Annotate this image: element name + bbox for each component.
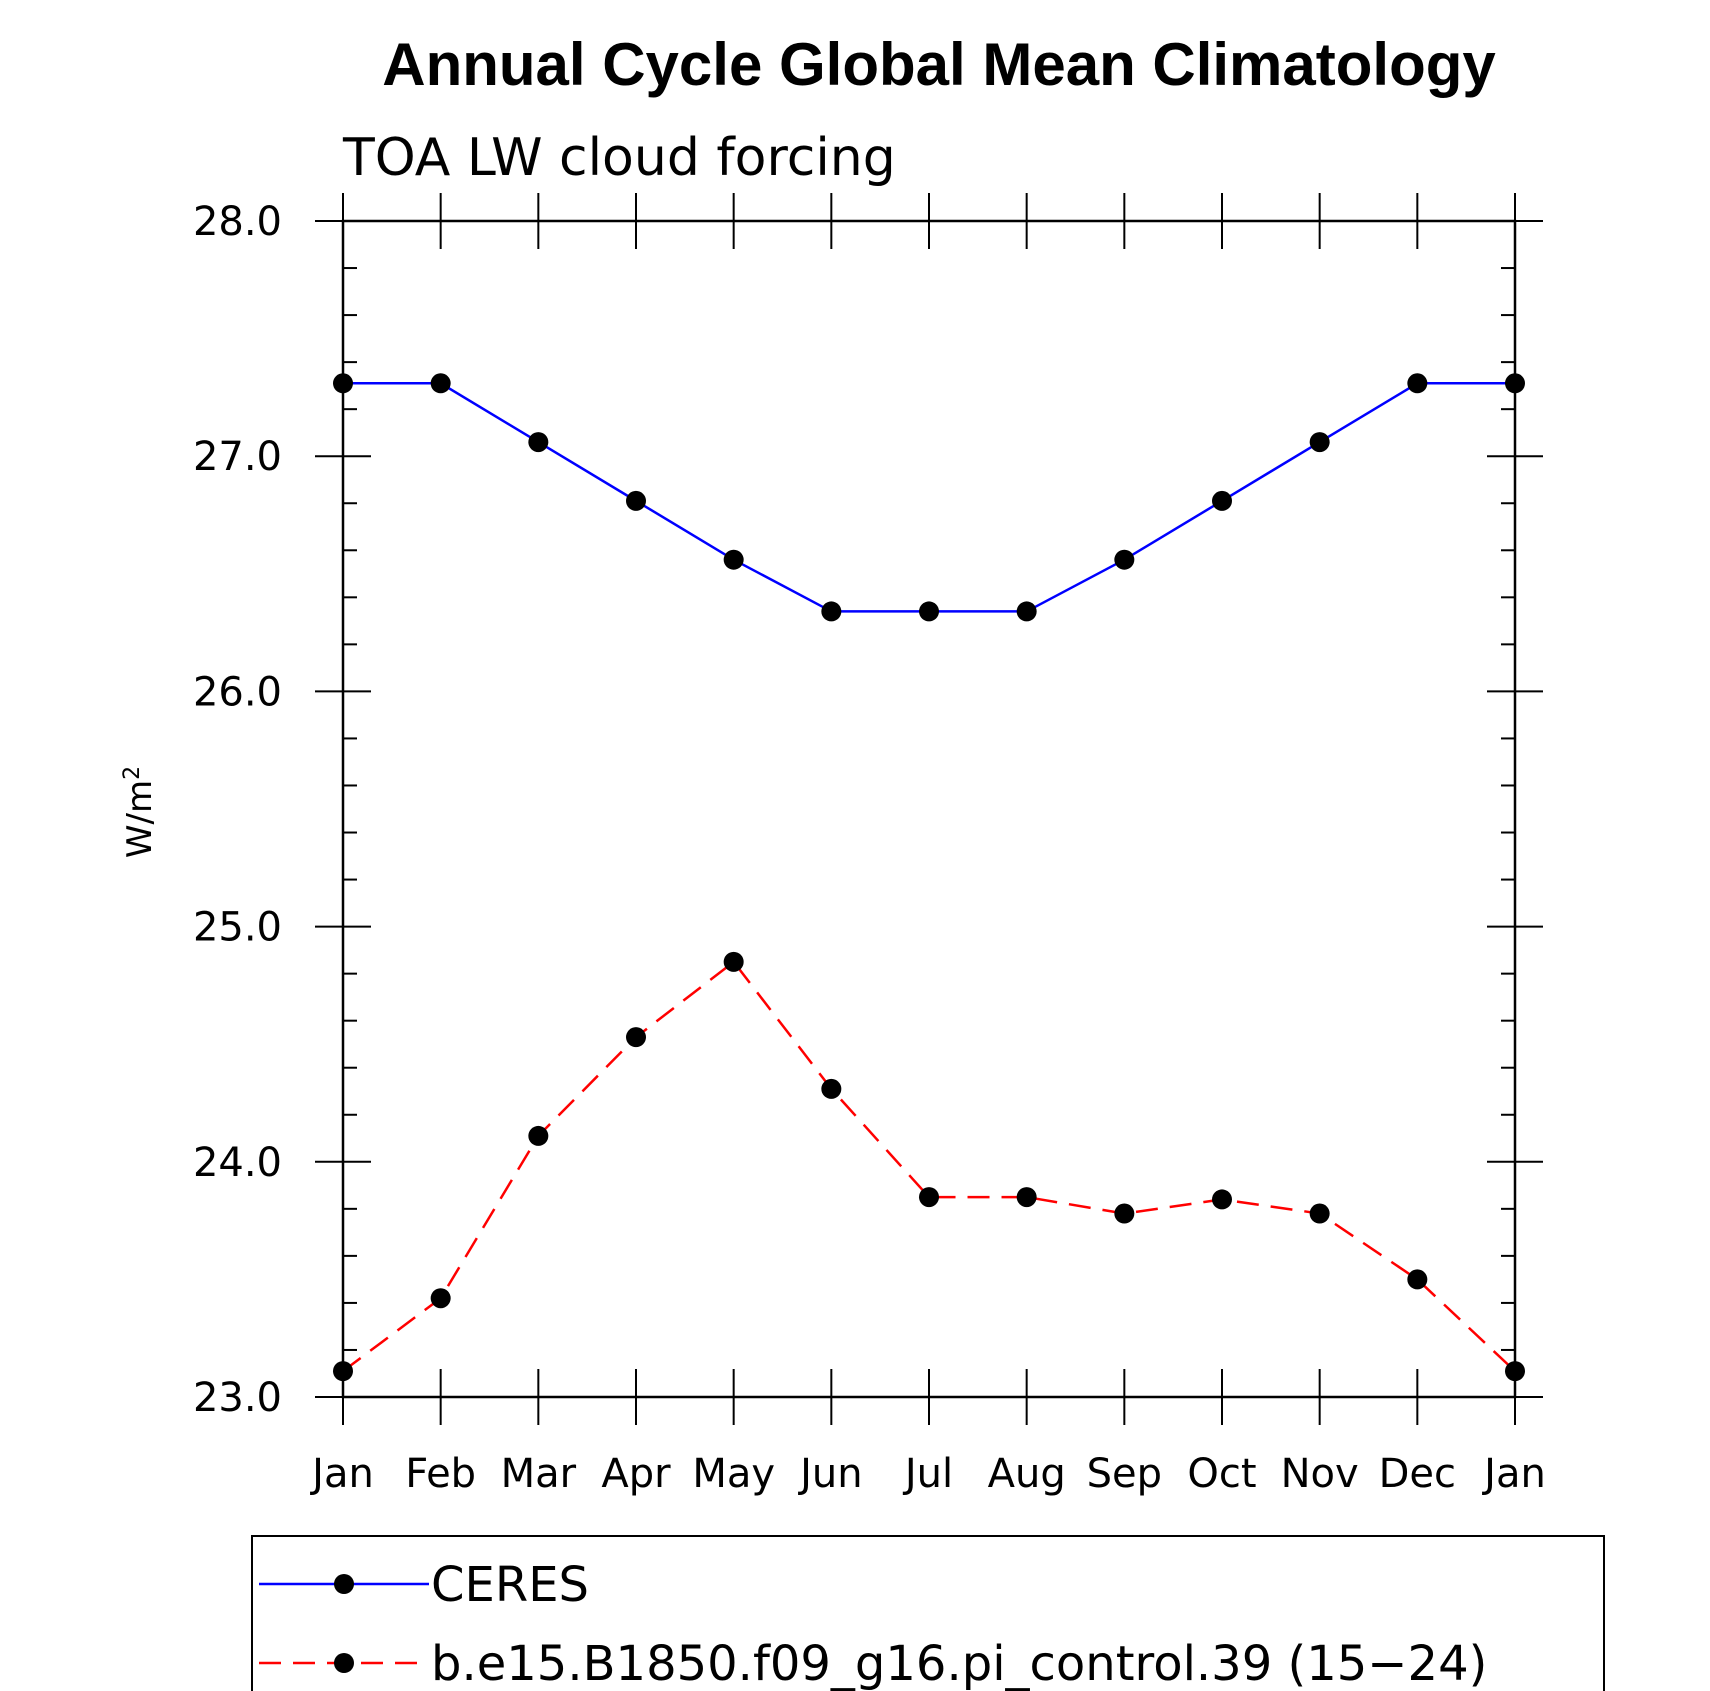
series-line-1 xyxy=(342,960,1516,1373)
data-point-0 xyxy=(1505,373,1525,394)
legend-box xyxy=(251,1535,1605,1691)
x-tick-label: Oct xyxy=(1187,1451,1256,1497)
data-point-1 xyxy=(528,1125,549,1146)
data-point-1 xyxy=(1309,1203,1330,1224)
x-tick-label: Jun xyxy=(797,1451,863,1497)
data-point-1 xyxy=(626,1027,646,1048)
data-point-1 xyxy=(1016,1187,1037,1208)
data-point-1 xyxy=(1407,1269,1428,1290)
x-tick-label: Apr xyxy=(601,1451,671,1497)
legend-label-0: CERES xyxy=(431,1557,589,1613)
data-point-0 xyxy=(626,490,646,511)
y-axis-label: W/m2 xyxy=(120,766,161,858)
data-point-1 xyxy=(1505,1361,1525,1382)
data-point-0 xyxy=(1407,373,1428,394)
legend-marker-1 xyxy=(334,1653,354,1673)
series-layer xyxy=(333,373,1525,1382)
chart-title: Annual Cycle Global Mean Climatology xyxy=(382,31,1496,98)
legend-marker-0 xyxy=(334,1574,354,1594)
data-point-1 xyxy=(333,1361,353,1382)
data-point-0 xyxy=(723,549,744,570)
legend-label-1: b.e15.B1850.f09_g16.pi_control.39 (15−24… xyxy=(431,1636,1487,1691)
data-point-0 xyxy=(919,601,939,622)
data-point-0 xyxy=(821,601,842,622)
axes: 23.0 24.0 25.0 26.0 27.0 28.0 Jan Feb Mar Apr May J… xyxy=(193,193,1546,1497)
y-axis-label-superscript: 2 xyxy=(120,766,145,780)
data-point-0 xyxy=(1212,490,1232,511)
x-tick-label: Feb xyxy=(405,1451,476,1497)
chart-subtitle: TOA LW cloud forcing xyxy=(342,128,896,188)
data-point-0 xyxy=(333,373,353,394)
x-tick-label: Aug xyxy=(988,1451,1066,1497)
data-point-0 xyxy=(430,373,451,394)
data-point-0 xyxy=(1114,549,1135,570)
x-tick-label: Jan xyxy=(1481,1451,1546,1497)
x-tick-label: Mar xyxy=(501,1451,577,1497)
data-point-1 xyxy=(821,1078,842,1099)
data-point-1 xyxy=(1114,1203,1135,1224)
y-tick-label: 25.0 xyxy=(193,905,282,951)
plot-frame xyxy=(341,219,1517,1399)
x-tick-label: Jul xyxy=(902,1451,953,1497)
x-tick-label: Sep xyxy=(1087,1451,1162,1497)
data-point-0 xyxy=(1309,432,1330,453)
data-point-1 xyxy=(723,951,744,972)
data-point-0 xyxy=(1016,601,1037,622)
data-point-0 xyxy=(528,432,549,453)
y-tick-label: 27.0 xyxy=(193,434,282,480)
x-tick-label: May xyxy=(692,1451,775,1497)
data-point-1 xyxy=(919,1187,939,1208)
series-line-0 xyxy=(343,382,1515,613)
y-tick-label: 23.0 xyxy=(193,1375,282,1421)
data-point-1 xyxy=(1212,1189,1232,1210)
y-tick-label: 24.0 xyxy=(193,1140,282,1186)
y-tick-label: 26.0 xyxy=(193,669,282,715)
x-tick-label: Jan xyxy=(309,1451,374,1497)
x-tick-label: Dec xyxy=(1379,1451,1456,1497)
y-axis-label-base: W/m xyxy=(120,780,160,858)
x-tick-label: Nov xyxy=(1281,1451,1359,1497)
legend: CERES b.e15.B1850.f09_g16.pi_control.39 (… xyxy=(251,1535,1605,1691)
y-tick-label: 28.0 xyxy=(193,199,282,245)
data-point-1 xyxy=(430,1288,451,1309)
